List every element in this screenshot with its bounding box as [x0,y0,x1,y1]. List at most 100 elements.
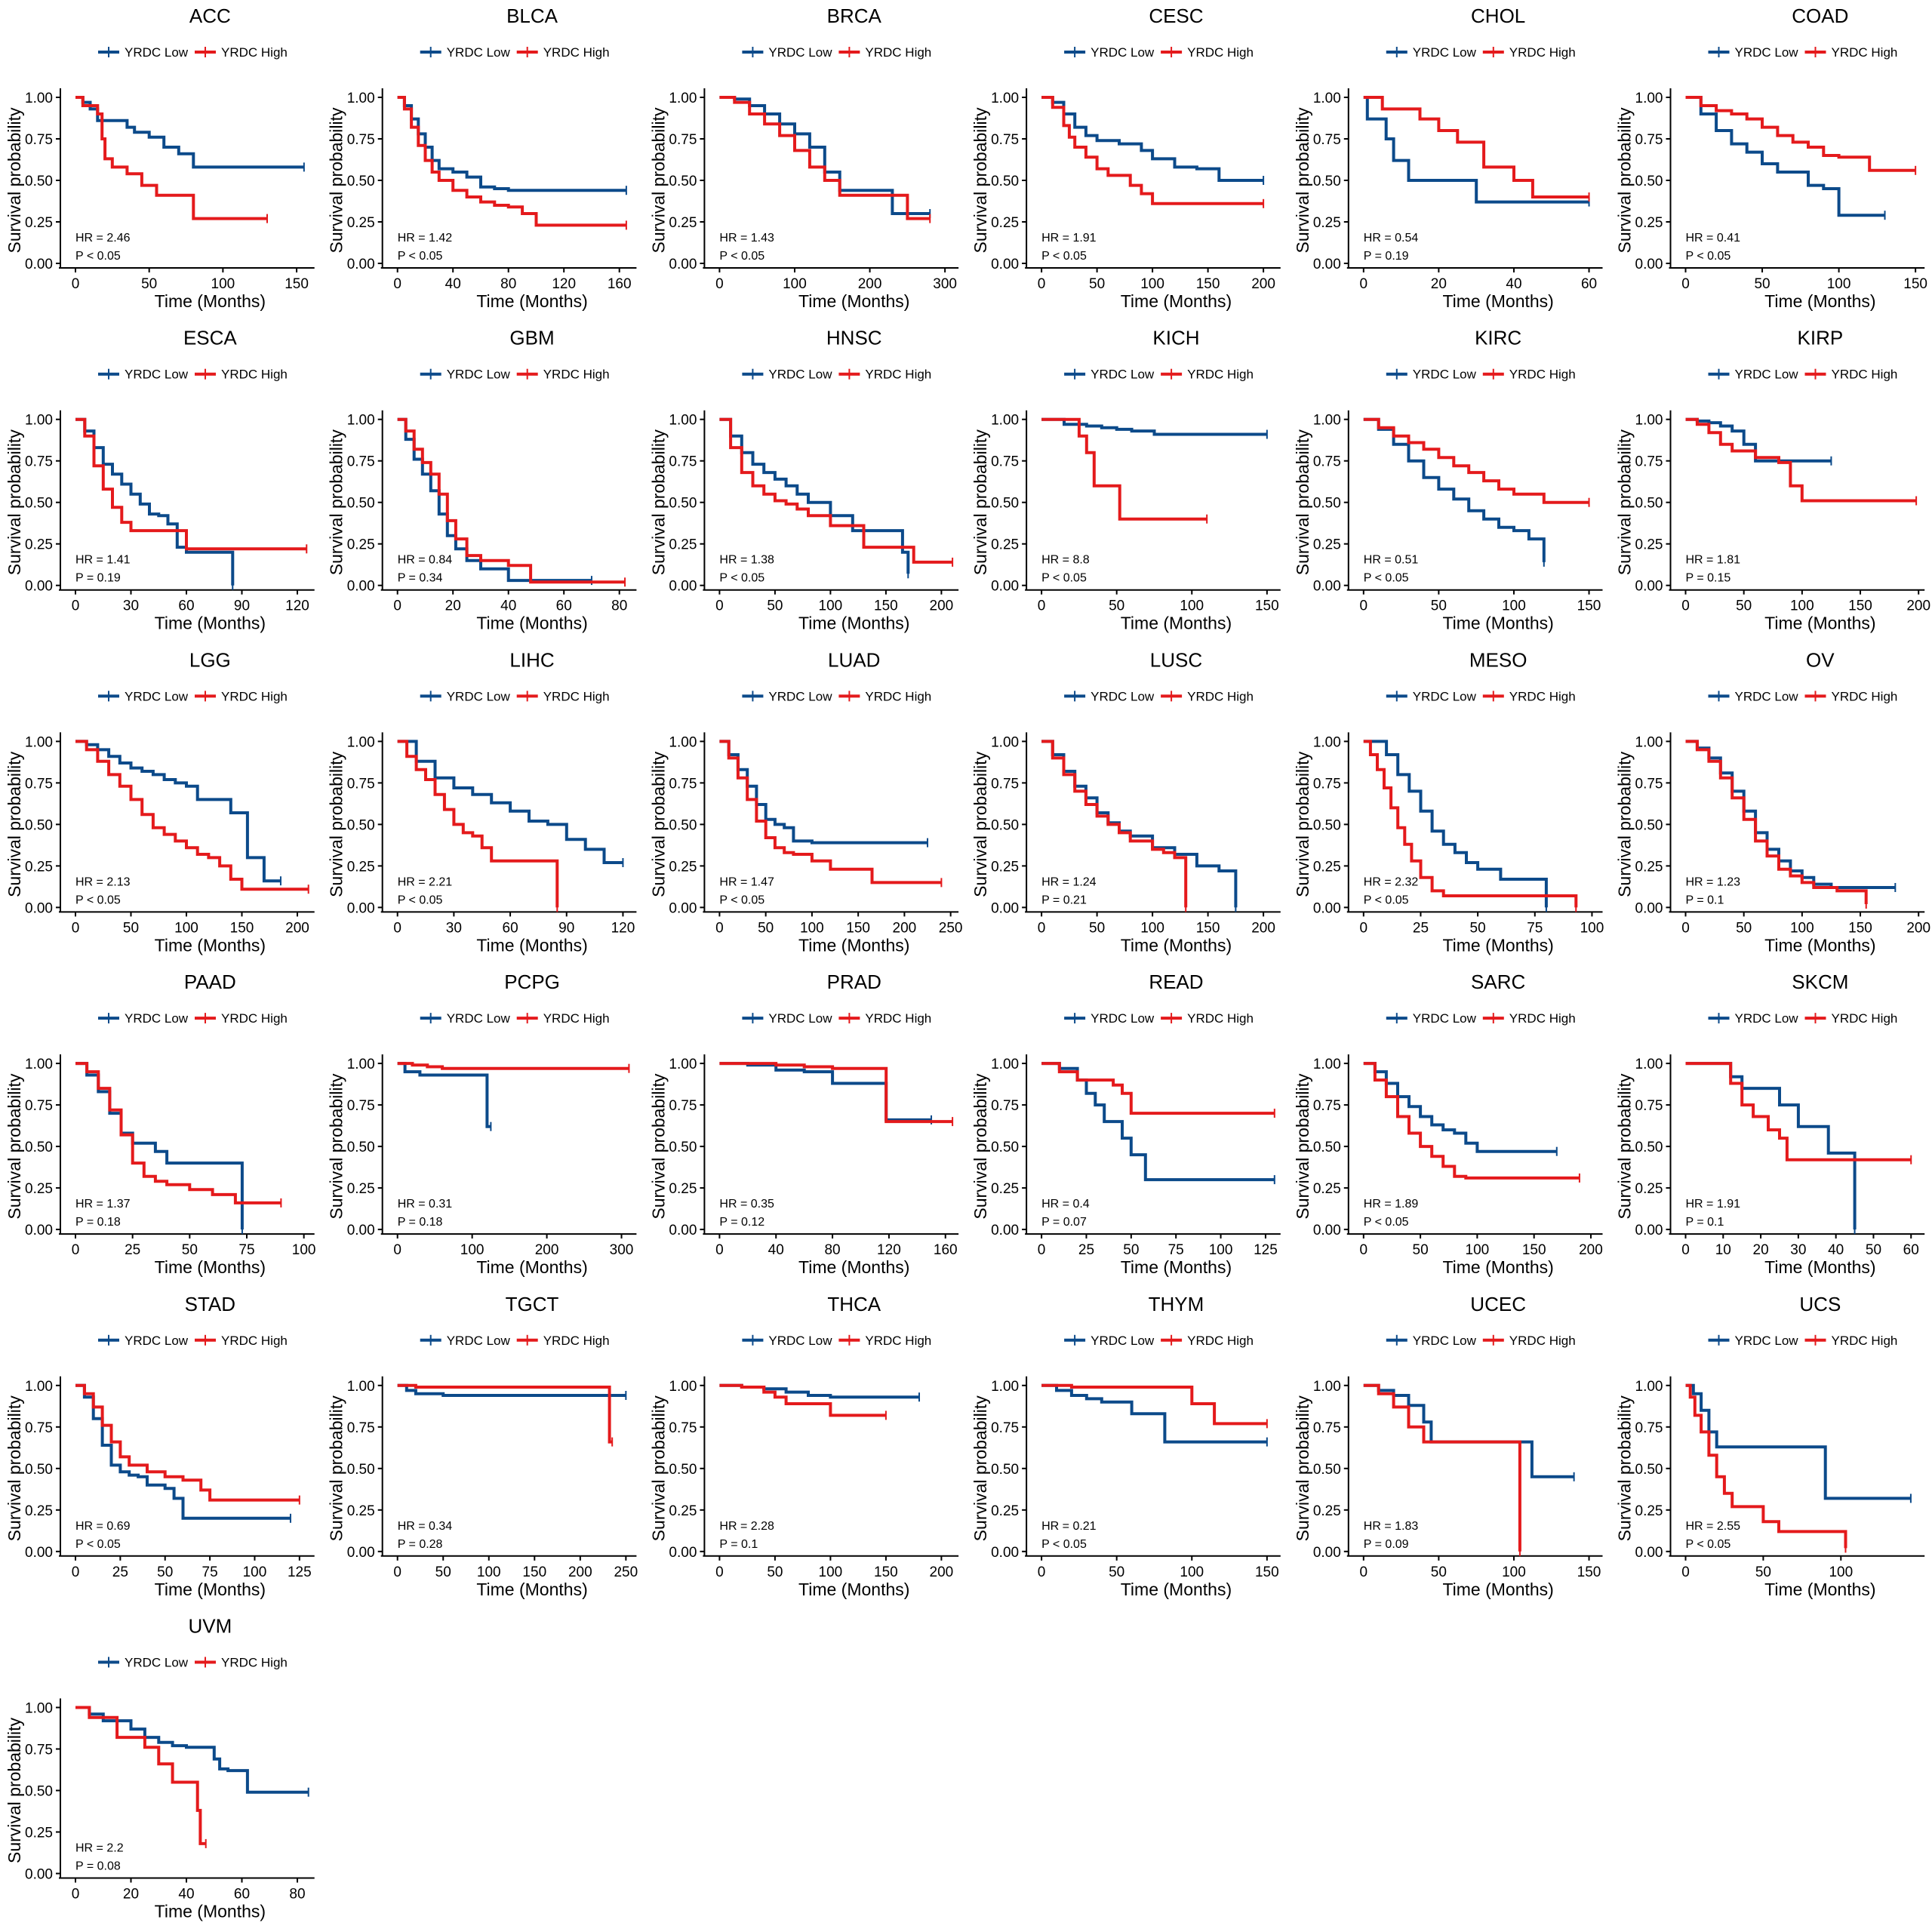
y-tick-label: 1.00 [1635,734,1663,750]
x-axis-title: Time (Months) [1442,935,1553,955]
y-axis-title: Survival probability [1615,751,1635,897]
y-tick-label: 0.00 [669,1545,697,1561]
legend-low-label: YRDC Low [125,368,189,382]
x-axis-title: Time (Months) [1121,1580,1232,1599]
panel-title: OV [1806,648,1835,671]
x-tick-label: 50 [1470,920,1486,936]
y-tick-label: 0.50 [347,174,375,189]
x-axis-title: Time (Months) [476,935,587,955]
y-tick-label: 0.00 [347,1223,375,1238]
x-axis-title: Time (Months) [155,291,266,311]
x-tick-label: 30 [446,920,462,936]
x-tick-label: 250 [939,920,963,936]
hr-label: HR = 1.37 [75,1198,131,1211]
y-tick-label: 1.00 [1635,1379,1663,1395]
x-tick-label: 40 [445,276,461,292]
hr-label: HR = 1.43 [719,232,774,245]
legend-high-label: YRDC High [221,368,288,382]
y-tick-label: 0.50 [25,1140,53,1155]
y-tick-label: 0.75 [1635,1098,1663,1114]
legend-low-label: YRDC Low [125,689,189,703]
survival-curve-high [1363,96,1589,198]
x-tick-label: 160 [934,1242,958,1258]
y-tick-label: 0.25 [1313,1503,1341,1519]
y-tick-label: 0.00 [669,257,697,272]
legend-high-label: YRDC High [865,689,931,703]
legend-high-label: YRDC High [543,1334,610,1348]
panel-title: SARC [1471,971,1525,993]
x-tick-label: 75 [238,1242,254,1258]
x-tick-label: 90 [558,920,574,936]
survival-curve-low [75,1383,291,1520]
p-value-label: P < 0.05 [75,250,121,263]
y-tick-label: 0.75 [1313,1420,1341,1436]
panel-title: MESO [1469,648,1527,671]
x-axis-title: Time (Months) [1764,1580,1875,1599]
x-tick-label: 25 [1413,920,1429,936]
x-tick-label: 200 [1579,1242,1603,1258]
legend-low-label: YRDC Low [768,1334,832,1348]
x-tick-label: 0 [72,920,80,936]
y-tick-label: 0.75 [991,1098,1019,1114]
y-tick-label: 1.00 [669,1379,697,1395]
x-tick-label: 0 [393,1242,401,1258]
y-tick-label: 0.50 [669,174,697,189]
x-axis-title: Time (Months) [1764,614,1875,633]
legend-high-label: YRDC High [543,368,610,382]
y-tick-label: 0.75 [347,1420,375,1436]
survival-curve-low [1685,96,1885,217]
y-tick-label: 0.75 [25,132,53,148]
x-tick-label: 50 [1755,1564,1771,1580]
x-tick-label: 50 [758,920,774,936]
y-tick-label: 0.75 [25,454,53,470]
x-tick-label: 80 [500,276,516,292]
y-tick-label: 0.50 [25,496,53,512]
y-axis-title: Survival probability [971,107,990,254]
x-tick-label: 50 [767,598,783,614]
x-tick-label: 10 [1715,1242,1731,1258]
p-value-label: P = 0.28 [398,1538,443,1551]
y-axis-title: Survival probability [1293,429,1312,576]
x-tick-label: 60 [503,920,518,936]
survival-curve-high [1685,96,1916,172]
p-value-label: P < 0.05 [719,894,764,906]
legend-high-label: YRDC High [1509,45,1576,60]
panel-title: THCA [827,1293,881,1315]
x-tick-label: 20 [1431,276,1447,292]
x-tick-label: 0 [72,1564,80,1580]
y-tick-label: 0.75 [669,132,697,148]
x-axis-title: Time (Months) [798,1580,909,1599]
y-tick-label: 0.50 [1313,1140,1341,1155]
y-tick-label: 0.00 [1313,1223,1341,1238]
panel-title: KIRP [1798,327,1844,349]
y-tick-label: 0.25 [991,215,1019,231]
x-tick-label: 60 [178,598,194,614]
survival-curve-high [397,417,626,584]
survival-curve-high [397,740,559,908]
legend-low-label: YRDC Low [768,689,832,703]
x-tick-label: 0 [1681,276,1690,292]
x-tick-label: 50 [1123,1242,1139,1258]
km-panel-hnsc: HNSC YRDC Low YRDC High 0.00 0.25 0.50 0.75 1.0… [648,327,959,633]
hr-label: HR = 0.4 [1041,1198,1090,1211]
y-tick-label: 0.50 [1635,496,1663,512]
y-tick-label: 1.00 [1635,1057,1663,1072]
x-tick-label: 0 [1681,920,1690,936]
y-tick-label: 0.50 [1635,817,1663,833]
km-panel-ucec: UCEC YRDC Low YRDC High 0.00 0.25 0.50 0.75 1.0… [1293,1293,1603,1599]
x-axis-title: Time (Months) [1121,935,1232,955]
panel-title: LGG [189,648,231,671]
legend-high-label: YRDC High [1187,1011,1254,1026]
survival-curve-high [1041,417,1208,521]
y-tick-label: 1.00 [1635,91,1663,106]
panel-title: KIRC [1475,327,1521,349]
survival-curve-high [1685,1383,1847,1549]
survival-curve-high [719,1062,953,1124]
x-tick-label: 100 [1827,276,1851,292]
legend-high-label: YRDC High [865,1011,931,1026]
panel-title: UCEC [1470,1293,1526,1315]
km-panel-pcpg: PCPG YRDC Low YRDC High 0.00 0.25 0.50 0.75 1.0… [327,971,637,1277]
p-value-label: P < 0.05 [1686,1538,1731,1551]
x-tick-label: 60 [234,1887,250,1903]
x-tick-label: 75 [1168,1242,1184,1258]
